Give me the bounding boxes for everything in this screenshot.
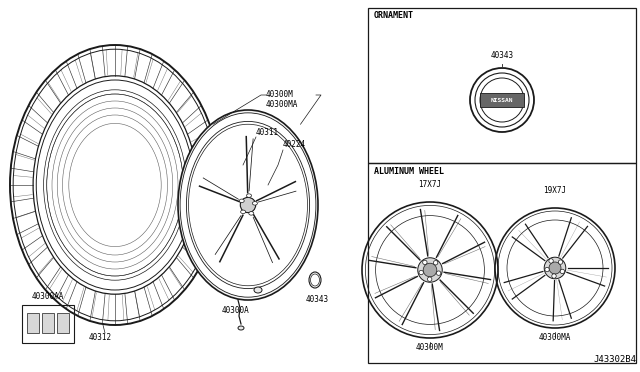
Text: 40312: 40312 <box>88 333 111 342</box>
Bar <box>22 305 74 343</box>
Ellipse shape <box>178 110 318 300</box>
Circle shape <box>436 271 441 275</box>
Text: ORNAMENT: ORNAMENT <box>374 11 414 20</box>
Circle shape <box>418 258 442 282</box>
Text: 40343: 40343 <box>490 51 513 60</box>
Text: 40224: 40224 <box>283 140 306 149</box>
Circle shape <box>423 263 437 277</box>
Text: J43302B4: J43302B4 <box>593 355 636 364</box>
Ellipse shape <box>246 194 252 197</box>
Circle shape <box>422 260 427 264</box>
Ellipse shape <box>238 326 244 330</box>
Ellipse shape <box>239 199 244 203</box>
Bar <box>368 8 636 163</box>
Ellipse shape <box>254 287 262 293</box>
Circle shape <box>549 259 553 263</box>
Text: 40343: 40343 <box>305 295 328 304</box>
Ellipse shape <box>240 198 256 213</box>
Circle shape <box>560 269 564 274</box>
Text: 40300MA: 40300MA <box>266 100 298 109</box>
Ellipse shape <box>252 202 257 205</box>
FancyBboxPatch shape <box>27 313 39 333</box>
Text: 19X7J: 19X7J <box>543 186 566 195</box>
Text: ALUMINUM WHEEL: ALUMINUM WHEEL <box>374 167 444 176</box>
Circle shape <box>545 267 549 272</box>
Circle shape <box>552 274 556 278</box>
Text: 40300MA: 40300MA <box>539 333 571 342</box>
FancyBboxPatch shape <box>57 313 69 333</box>
Text: 40300M: 40300M <box>416 343 444 352</box>
Text: 17X7J: 17X7J <box>419 180 442 189</box>
Circle shape <box>428 277 432 281</box>
Text: NISSAN: NISSAN <box>491 97 513 103</box>
Circle shape <box>433 260 438 265</box>
FancyBboxPatch shape <box>42 313 54 333</box>
Circle shape <box>419 270 424 275</box>
Circle shape <box>558 260 563 264</box>
Text: 40300AA: 40300AA <box>32 292 64 301</box>
Text: 40311: 40311 <box>256 128 279 137</box>
Ellipse shape <box>180 113 316 297</box>
Bar <box>368 163 636 363</box>
Circle shape <box>544 257 566 279</box>
Ellipse shape <box>241 210 246 214</box>
Text: 40300A: 40300A <box>222 306 250 315</box>
Circle shape <box>549 262 561 274</box>
Ellipse shape <box>249 212 254 215</box>
Text: 40300M: 40300M <box>266 90 294 99</box>
Bar <box>480 93 524 107</box>
